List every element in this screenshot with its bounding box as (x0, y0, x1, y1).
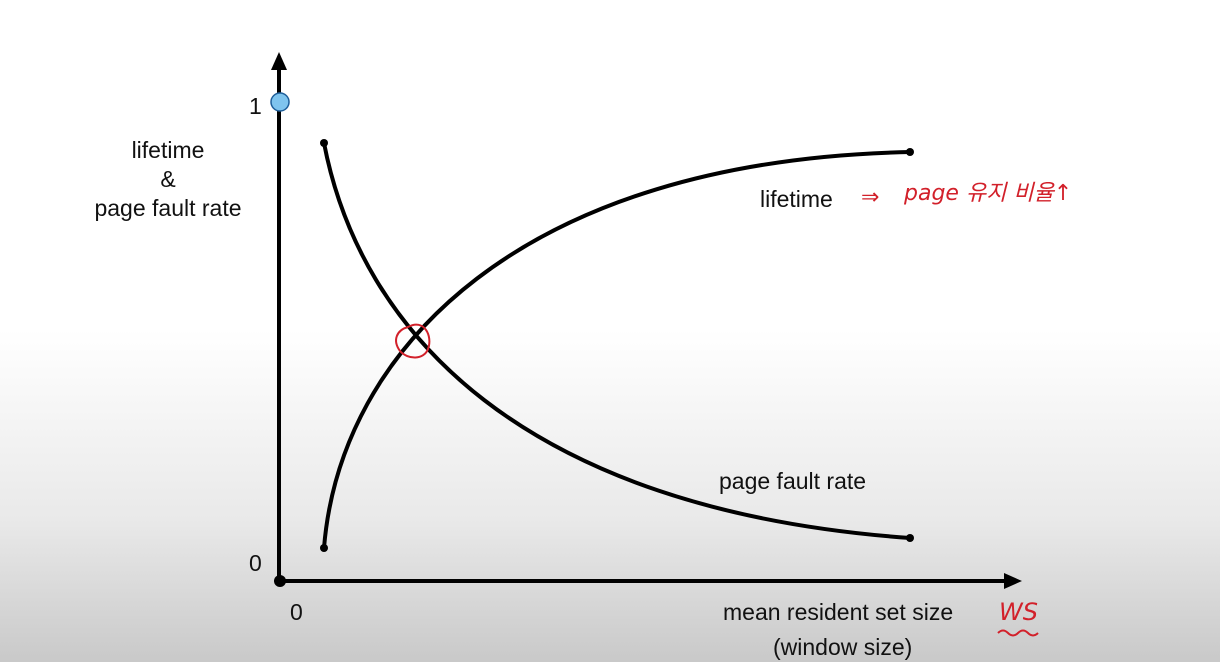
y-max-marker (270, 92, 290, 112)
x-axis-label-line1: mean resident set size (723, 599, 954, 625)
y-tick-top: 1 (249, 93, 262, 119)
y-axis-label-line1: lifetime (131, 137, 205, 163)
lifetime-curve-start-dot (320, 544, 328, 552)
x-axis-arrowhead (1004, 573, 1022, 589)
y-axis-label: lifetime & page fault rate (68, 136, 268, 223)
lifetime-curve-label: lifetime (760, 186, 833, 212)
lifetime-curve (322, 150, 912, 550)
page-fault-rate-curve (322, 141, 912, 540)
lifetime-curve-end-dot (906, 148, 914, 156)
page-fault-rate-curve-label: page fault rate (719, 468, 867, 494)
x-tick-origin: 0 (290, 599, 303, 625)
intersection-highlight-circle (395, 323, 431, 359)
page-fault-curve-start-dot (320, 139, 328, 147)
y-axis-label-line3: page fault rate (94, 195, 242, 221)
origin-dot (274, 575, 286, 587)
page-fault-curve-end-dot (906, 534, 914, 542)
x-axis-label-line2: (window size) (773, 634, 913, 660)
y-tick-bottom: 0 (249, 550, 262, 576)
ws-wavy-underline (997, 629, 1039, 637)
y-axis-label-line2: & (160, 166, 176, 192)
ws-annotation: WS (999, 598, 1038, 626)
lifetime-annotation: page 유지 비율↑ (904, 181, 1073, 206)
y-axis-arrowhead (271, 52, 287, 70)
implies-arrow: ⇒ (861, 185, 880, 210)
